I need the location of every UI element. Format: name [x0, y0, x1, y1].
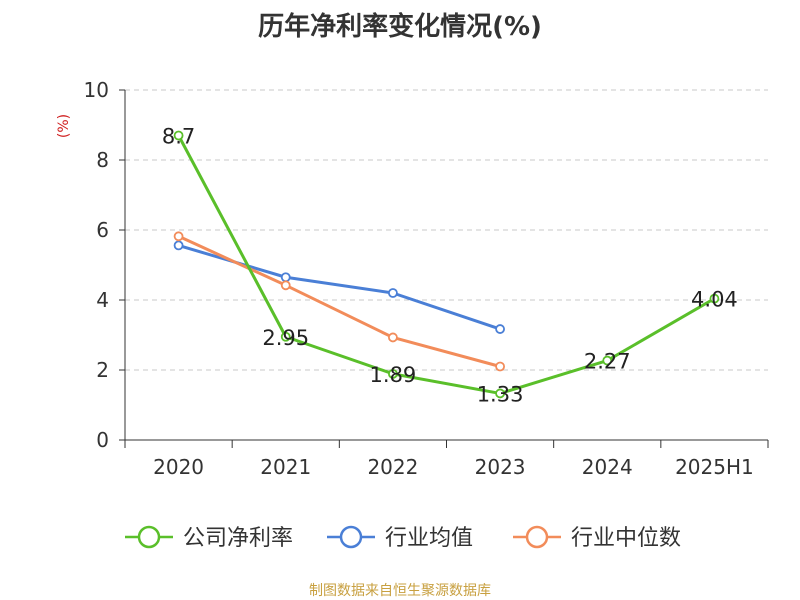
data-label: 1.33 — [477, 382, 524, 406]
data-point — [388, 288, 398, 298]
data-point — [280, 331, 291, 342]
legend-label: 公司净利率 — [183, 526, 293, 551]
y-tick-label: 6 — [96, 218, 109, 242]
y-tick-label: 2 — [96, 358, 109, 382]
source-note: 制图数据来自恒生聚源数据库 — [309, 583, 491, 599]
legend-marker — [525, 525, 549, 549]
axes: 0 2 4 6 8 10 (%) 2020 2021 2022 2023 2024 2025H1 — [56, 78, 769, 479]
y-tick-label: 8 — [96, 148, 109, 172]
x-tick-label: 2022 — [367, 455, 418, 479]
data-point — [495, 388, 505, 399]
x-tick-label: 2023 — [475, 455, 526, 479]
chart-title: 历年净利率变化情况(%) — [258, 12, 542, 42]
legend-marker — [137, 525, 161, 549]
data-labels: 8.7 2.95 1.89 1.33 2.27 4.04 — [162, 125, 738, 407]
data-point — [709, 293, 720, 304]
y-axis-label: (%) — [56, 114, 72, 138]
y-tick-label: 0 — [96, 428, 109, 452]
series-lines — [173, 130, 720, 399]
data-point — [495, 361, 505, 372]
grid-lines — [125, 89, 768, 371]
series-line — [177, 234, 501, 368]
data-point — [173, 231, 184, 242]
data-point — [495, 324, 505, 334]
x-tick-label: 2025H1 — [675, 455, 754, 479]
data-point — [173, 240, 184, 251]
legend-label: 行业均值 — [385, 526, 473, 551]
x-tick-label: 2021 — [260, 455, 311, 479]
data-point — [280, 280, 291, 291]
data-point — [280, 272, 291, 283]
series-line — [177, 134, 716, 395]
data-point — [602, 355, 613, 366]
data-label: 4.04 — [691, 288, 738, 312]
data-label: 8.7 — [162, 125, 195, 149]
data-label: 1.89 — [370, 363, 417, 387]
data-point — [388, 368, 398, 379]
legend-label: 行业中位数 — [571, 526, 681, 551]
data-point — [173, 130, 184, 141]
data-label: 2.27 — [584, 350, 631, 374]
legend: 公司净利率 行业均值 行业中位数 — [125, 525, 681, 551]
x-tick-label: 2024 — [582, 455, 633, 479]
data-label: 2.95 — [262, 326, 309, 350]
y-tick-label: 10 — [84, 78, 109, 102]
x-tick-label: 2020 — [153, 455, 204, 479]
data-point — [388, 332, 398, 343]
y-tick-label: 4 — [96, 288, 109, 312]
legend-marker — [339, 525, 363, 549]
